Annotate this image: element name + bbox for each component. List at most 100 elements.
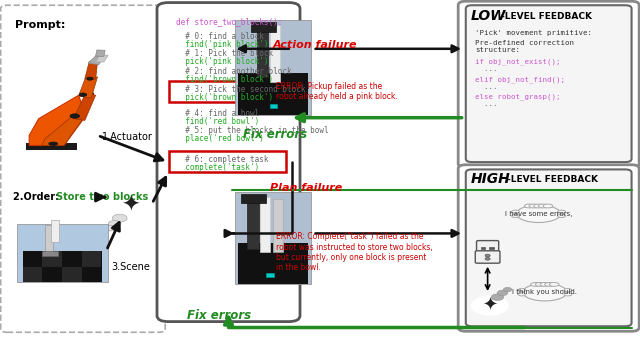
Polygon shape: [74, 92, 95, 120]
Text: 1.Actuator: 1.Actuator: [102, 132, 153, 142]
Ellipse shape: [557, 210, 566, 213]
Text: -LEVEL FEEDBACK: -LEVEL FEEDBACK: [500, 12, 591, 21]
Text: -LEVEL FEEDBACK: -LEVEL FEEDBACK: [507, 175, 598, 184]
FancyBboxPatch shape: [458, 165, 639, 331]
Ellipse shape: [524, 204, 534, 208]
Ellipse shape: [523, 283, 567, 301]
FancyBboxPatch shape: [477, 241, 499, 252]
FancyBboxPatch shape: [458, 1, 639, 168]
Ellipse shape: [564, 288, 572, 292]
Ellipse shape: [557, 214, 566, 217]
Bar: [238, 243, 308, 284]
Circle shape: [485, 257, 490, 260]
Ellipse shape: [70, 114, 79, 118]
Text: pick('pink block'): pick('pink block'): [176, 57, 268, 66]
Text: Plan failure: Plan failure: [270, 183, 342, 193]
Bar: [266, 273, 274, 277]
Ellipse shape: [516, 205, 561, 222]
Text: if obj_not_exist();: if obj_not_exist();: [476, 59, 561, 65]
Bar: [23, 250, 102, 282]
Text: Action failure: Action failure: [273, 40, 357, 50]
Polygon shape: [42, 115, 83, 145]
Text: complete('task'): complete('task'): [176, 163, 259, 172]
Bar: [251, 22, 276, 32]
Bar: [35, 137, 66, 143]
Ellipse shape: [549, 282, 559, 286]
Text: place('red bowl'): place('red bowl'): [176, 133, 264, 143]
Circle shape: [48, 273, 63, 281]
Text: I have some errors,: I have some errors,: [505, 211, 572, 217]
Text: 'Pick' movement primitive:: 'Pick' movement primitive:: [476, 30, 592, 36]
Ellipse shape: [36, 142, 70, 149]
Text: ✦: ✦: [483, 297, 497, 314]
Text: Fix errors: Fix errors: [187, 309, 251, 322]
Bar: [238, 72, 308, 115]
Bar: [273, 198, 283, 252]
Polygon shape: [85, 61, 97, 79]
Text: find('brown block'): find('brown block'): [176, 75, 273, 84]
Bar: [257, 25, 268, 77]
Text: Store two blocks: Store two blocks: [56, 192, 148, 202]
Text: find('red bowl'): find('red bowl'): [176, 117, 259, 126]
FancyBboxPatch shape: [466, 170, 632, 326]
Bar: [169, 81, 286, 102]
Ellipse shape: [534, 204, 543, 208]
Circle shape: [35, 272, 47, 279]
Circle shape: [105, 225, 115, 231]
Text: HIGH: HIGH: [470, 173, 510, 186]
Polygon shape: [95, 55, 108, 62]
Circle shape: [279, 244, 292, 250]
Ellipse shape: [543, 204, 553, 208]
Text: 2.Order:: 2.Order:: [13, 192, 63, 202]
Bar: [82, 251, 101, 267]
Ellipse shape: [518, 293, 526, 296]
Text: def store_two_blocks():: def store_two_blocks():: [176, 18, 282, 26]
Text: structure:: structure:: [476, 47, 520, 53]
Text: 3.Scene: 3.Scene: [111, 262, 150, 272]
Polygon shape: [88, 56, 104, 65]
Ellipse shape: [535, 282, 545, 286]
Circle shape: [108, 220, 121, 227]
Bar: [269, 25, 280, 82]
Ellipse shape: [87, 77, 93, 80]
Bar: [17, 224, 108, 282]
Ellipse shape: [540, 282, 550, 286]
Text: Prompt:: Prompt:: [15, 20, 66, 30]
FancyBboxPatch shape: [1, 5, 165, 332]
Bar: [169, 151, 286, 172]
Ellipse shape: [72, 114, 86, 120]
Ellipse shape: [83, 91, 93, 97]
Circle shape: [485, 254, 490, 257]
Text: # 1: Pick the block: # 1: Pick the block: [176, 49, 273, 58]
Bar: [260, 197, 269, 252]
Text: find('pink block'): find('pink block'): [176, 40, 268, 49]
Circle shape: [254, 225, 266, 232]
Bar: [51, 220, 59, 242]
Text: ...: ...: [476, 84, 498, 90]
FancyBboxPatch shape: [476, 251, 500, 263]
Bar: [42, 250, 58, 255]
Circle shape: [497, 290, 508, 296]
Text: ...: ...: [476, 101, 498, 107]
Bar: [23, 267, 42, 282]
Bar: [26, 143, 77, 150]
Bar: [269, 104, 277, 108]
Circle shape: [254, 55, 266, 62]
Text: LOW: LOW: [470, 9, 506, 23]
FancyBboxPatch shape: [157, 3, 300, 321]
Circle shape: [106, 193, 154, 219]
Bar: [241, 194, 266, 203]
Text: # 4: find a bowl: # 4: find a bowl: [176, 109, 259, 118]
Bar: [235, 192, 311, 284]
Ellipse shape: [49, 142, 58, 145]
Circle shape: [60, 272, 72, 278]
Text: I think you should.: I think you should.: [513, 289, 577, 295]
Ellipse shape: [511, 210, 520, 213]
Ellipse shape: [564, 293, 572, 296]
FancyBboxPatch shape: [466, 5, 632, 162]
Text: ERROR: Pickup failed as the
robot already held a pink block.: ERROR: Pickup failed as the robot alread…: [276, 82, 397, 101]
Bar: [489, 246, 493, 249]
Text: ✦: ✦: [121, 196, 140, 216]
Ellipse shape: [545, 282, 554, 286]
Text: # 6: complete task: # 6: complete task: [176, 155, 268, 164]
